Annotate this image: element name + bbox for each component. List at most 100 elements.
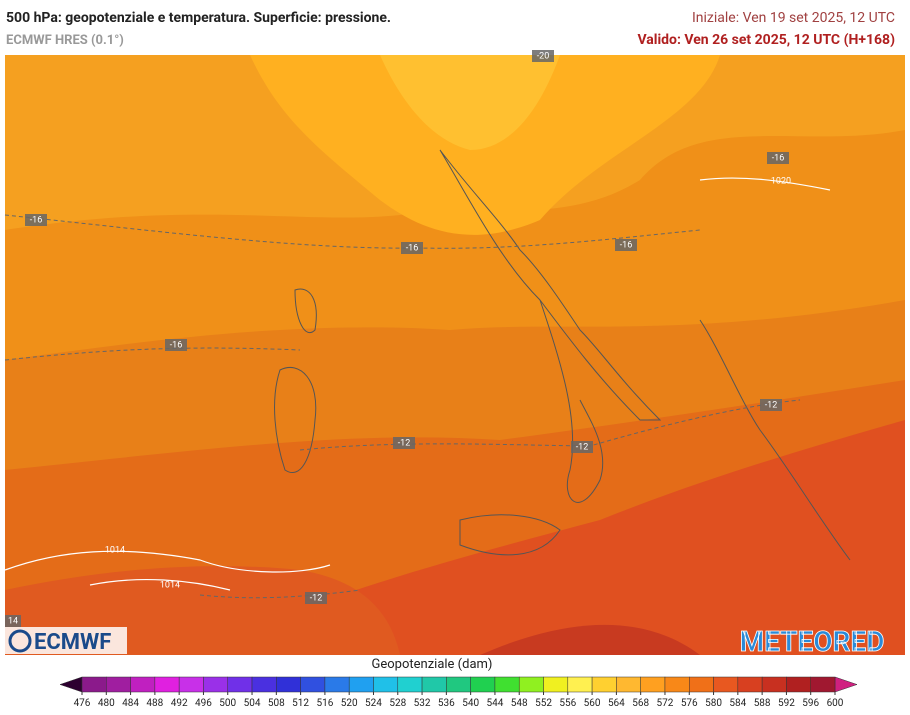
band [200,420,905,655]
tick-label: 504 [244,698,261,709]
tick-label: 552 [535,698,552,709]
color-swatch [470,676,496,693]
color-swatch [518,676,544,693]
map-label: 1020 [771,176,791,186]
colorbar: 476 480 484 488 492 496 500 504 508 512 516 520 524 5… [59,676,858,709]
map-label: 1014 [105,545,125,555]
tick-label: 480 [98,698,115,709]
color-swatch [567,676,593,693]
logo-icon [8,629,32,653]
tick-label: 592 [778,698,795,709]
tick-label: 580 [705,698,722,709]
coastline [274,149,851,561]
map-label: -16 [30,215,43,225]
color-swatch [543,676,569,693]
label-bg [767,152,789,164]
label-bg [401,242,423,254]
color-swatch [494,676,520,693]
tick-label: 516 [316,698,333,709]
color-swatch [640,676,666,693]
band [380,55,560,150]
tick-label: 572 [657,698,674,709]
initial-time: Iniziale: Ven 19 set 2025, 12 UTC [692,10,895,26]
color-swatch [251,676,277,693]
map-label: -16 [406,243,419,253]
tick-label: 600 [827,698,844,709]
color-swatch [154,676,180,693]
tick-label: 496 [195,698,212,709]
title: 500 hPa: geopotenziale e temperatura. Su… [6,10,391,26]
tick-label: 484 [122,698,139,709]
color-swatch [737,676,763,693]
tick-label: 488 [146,698,163,709]
logo-text: ECMWF [34,630,111,655]
color-swatch [130,676,156,693]
under-arrow [59,676,83,693]
tick-label: 588 [754,698,771,709]
map-label: -12 [310,593,323,603]
color-swatch [276,676,301,693]
map-label: -12 [765,400,778,410]
ecmwf-logo: ECMWF [5,627,127,655]
tick-label: 560 [584,698,601,709]
tick-label: 596 [802,698,819,709]
tick-label: 492 [171,698,188,709]
color-swatch [689,676,714,693]
tick-label: 584 [729,698,746,709]
legend-title: Geopotenziale (dam) [372,657,493,672]
color-swatch [421,676,447,693]
tick-label: 476 [74,698,91,709]
label-bg [615,239,637,251]
color-swatch [348,676,374,693]
color-swatch [446,676,471,693]
tick-label: 568 [632,698,649,709]
model: ECMWF HRES (0.1°) [6,33,124,48]
label-bg [571,441,593,453]
label-bg [5,615,21,627]
map-labels: -20 -16 -16 -16 -16 -16 1020 -12 -12 -12 -12 1014 10… [5,50,791,627]
map-label: -16 [620,240,633,250]
color-swatch [786,676,811,693]
tick-label: 508 [268,698,285,709]
over-arrow [834,676,858,693]
color-swatch [178,676,204,693]
map-label: 1014 [160,580,180,590]
tick-label: 564 [608,698,625,709]
tick-label: 512 [292,698,309,709]
color-swatch [203,676,228,693]
label-bg [165,339,187,351]
tick-label: 556 [559,698,576,709]
meteored-logo: METEORED [740,625,885,658]
label-bg [305,592,327,604]
map-label: -16 [772,153,785,163]
map-label: -12 [398,438,411,448]
map-label: -12 [576,442,589,452]
color-swatch [591,676,617,693]
tick-label: 532 [414,698,431,709]
color-swatch [300,676,326,693]
label-bg [25,214,47,226]
color-swatch [761,676,787,693]
map-label: -16 [170,340,183,350]
color-swatch [664,676,690,693]
color-swatch [106,676,131,693]
tick-label: 544 [486,698,503,709]
color-swatch [81,676,107,693]
tick-label: 528 [389,698,406,709]
tick-label: 500 [219,698,236,709]
valid-time: Valido: Ven 26 set 2025, 12 UTC (H+168) [637,32,895,48]
map: -20 -16 -16 -16 -16 -16 1020 -12 -12 -12 -12 1014 10… [4,50,905,658]
color-swatch [616,676,641,693]
color-swatch [713,676,739,693]
map-label: 14 [8,616,18,626]
label-bg [532,50,554,62]
color-swatch [810,676,836,693]
tick-label: 536 [438,698,455,709]
label-bg [393,437,415,449]
color-swatch [227,676,253,693]
tick-label: 524 [365,698,382,709]
color-swatch [373,676,399,693]
color-swatch [397,676,423,693]
